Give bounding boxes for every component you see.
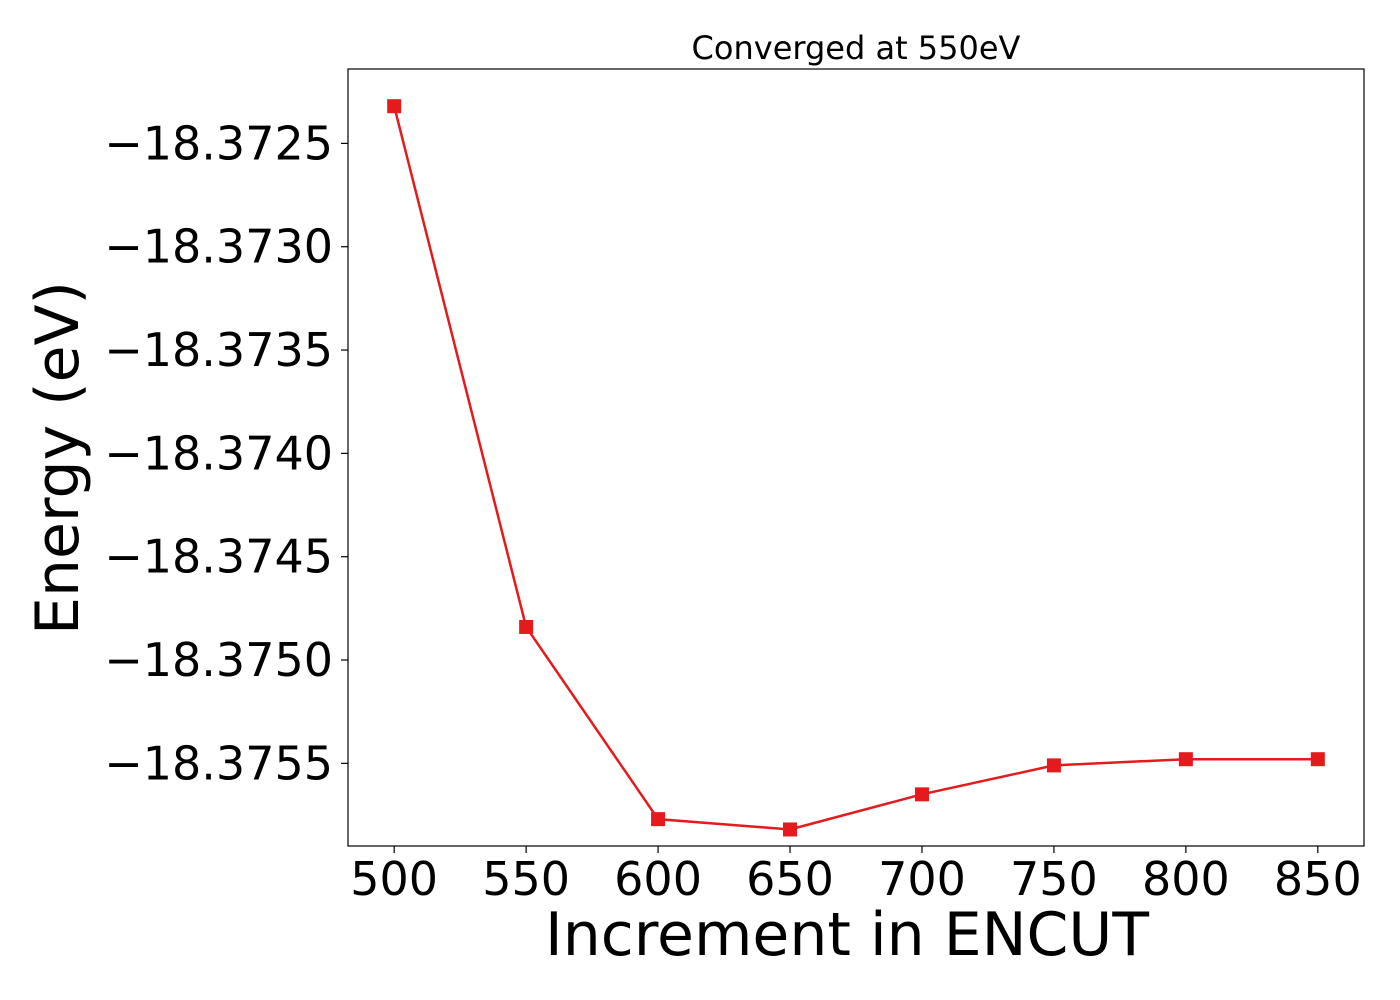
series-layer bbox=[387, 99, 1325, 837]
data-point-marker bbox=[914, 787, 929, 802]
x-tick-label: 600 bbox=[614, 852, 702, 906]
y-tick-label: −18.3750 bbox=[104, 633, 333, 687]
y-axis: −18.3725 −18.3730 −18.3735 −18.3740 −18.3745… bbox=[104, 116, 348, 790]
x-tick-label: 700 bbox=[878, 852, 966, 906]
x-axis-label: Increment in ENCUT bbox=[545, 900, 1149, 970]
x-axis: 500 550 600 650 700 750 800 850 bbox=[350, 846, 1362, 906]
x-tick-label: 550 bbox=[482, 852, 570, 906]
data-point-marker bbox=[651, 812, 666, 827]
x-tick-label: 850 bbox=[1274, 852, 1362, 906]
y-tick-label: −18.3755 bbox=[104, 736, 333, 790]
data-point-marker bbox=[1178, 752, 1193, 767]
series-line bbox=[392, 105, 1318, 831]
y-tick-label: −18.3725 bbox=[104, 116, 333, 170]
y-tick-label: −18.3745 bbox=[104, 530, 333, 584]
data-point-marker bbox=[783, 822, 798, 837]
y-tick-label: −18.3735 bbox=[104, 323, 333, 377]
plot-area bbox=[347, 68, 1365, 847]
y-axis-label: Energy (eV) bbox=[23, 281, 93, 635]
data-point-marker bbox=[1310, 752, 1325, 767]
plot-frame bbox=[347, 68, 1365, 847]
x-tick-label: 500 bbox=[350, 852, 438, 906]
chart-title: Converged at 550eV bbox=[692, 29, 1021, 67]
data-point-marker bbox=[387, 99, 402, 114]
data-point-marker bbox=[1046, 758, 1061, 773]
x-tick-label: 650 bbox=[746, 852, 834, 906]
x-tick-label: 750 bbox=[1010, 852, 1098, 906]
y-tick-label: −18.3730 bbox=[104, 220, 333, 274]
data-point-marker bbox=[519, 619, 534, 634]
y-tick-label: −18.3740 bbox=[104, 426, 333, 480]
x-tick-label: 800 bbox=[1142, 852, 1230, 906]
